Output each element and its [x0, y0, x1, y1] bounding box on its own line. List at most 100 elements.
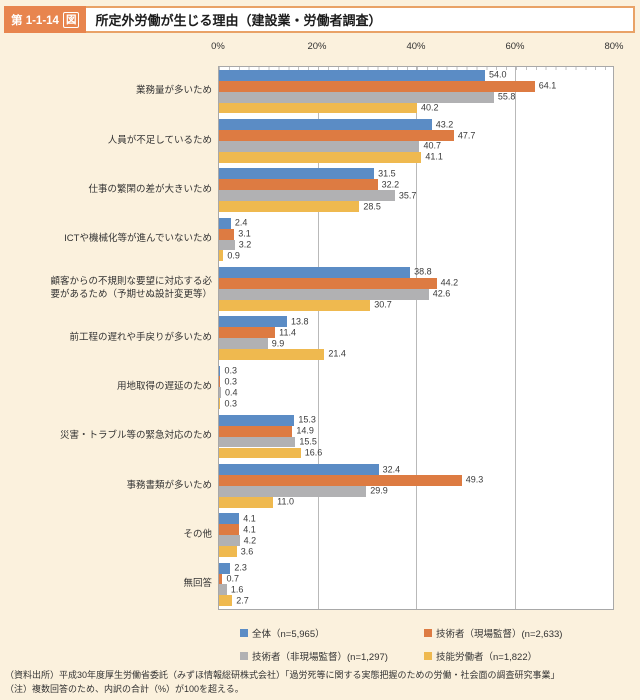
x-axis-tick-label: 40%: [406, 41, 426, 52]
bar: [219, 436, 296, 448]
category-label: 無回答: [183, 578, 212, 590]
legend-item: 技術者（非現場監督）(n=1,297): [240, 649, 388, 663]
source-note: （資料出所）平成30年度厚生労働省委託（みずほ情報総研株式会社）「過労死等に関す…: [5, 670, 560, 680]
bar: [219, 524, 240, 536]
bar: [219, 102, 417, 114]
bar-value-label: 11.0: [277, 496, 295, 507]
bar: [219, 584, 227, 596]
bar-value-label: 0.3: [224, 376, 237, 387]
category-label: 事務書類が多いため: [126, 479, 212, 491]
bar: [219, 217, 231, 229]
bar-value-label: 3.1: [238, 228, 251, 239]
figure-number-text: 第 1-1-14: [11, 14, 59, 27]
category-label: 前工程の遅れや手戻りが多いため: [69, 331, 212, 343]
x-axis-tick-label: 0%: [211, 41, 225, 52]
x-axis-tick-label: 80%: [604, 41, 624, 52]
figure-kanji-box: 図: [62, 11, 80, 28]
bar: [219, 464, 379, 475]
bar-value-label: 3.2: [238, 239, 252, 250]
bar: [219, 266, 411, 278]
category-label: 顧客からの不規則な要望に対応する必 要があるため（予期せぬ設計変更等）: [50, 276, 212, 300]
plot-area: 54.0 64.1 55.8 40.2 43.2 47.7 40.7 41.1 31.5 32.2…: [218, 66, 614, 610]
bar-value-label: 1.6: [230, 584, 244, 595]
category-label: その他: [183, 528, 212, 540]
bar: [219, 228, 235, 240]
bar-value-label: 42.6: [432, 288, 451, 299]
bar-value-label: 4.1: [243, 524, 256, 535]
bar-value-label: 21.4: [328, 348, 346, 359]
legend-swatch: [424, 629, 432, 637]
bar-value-label: 4.1: [243, 513, 256, 524]
bar-value-label: 49.3: [465, 474, 484, 485]
bar: [219, 387, 221, 399]
bar-value-label: 41.1: [425, 151, 443, 162]
bar: [219, 376, 221, 388]
bar: [219, 474, 462, 486]
bar-value-label: 9.9: [271, 338, 285, 348]
bar-value-label: 13.8: [290, 316, 309, 327]
bar: [219, 414, 295, 426]
legend-item: 全体（n=5,965）: [240, 626, 325, 640]
legend-label: 技術者（現場監督）(n=2,633): [436, 629, 563, 640]
category-label: 人員が不足しているため: [107, 134, 212, 146]
bar: [219, 425, 293, 437]
bar: [219, 299, 371, 311]
bar-value-label: 4.2: [243, 535, 257, 546]
category-labels: 業務量が多いため 人員が不足しているため 仕事の繁閑の差が大きいため ICTや機械化等…: [0, 67, 212, 609]
bar: [219, 179, 378, 191]
bar: [219, 239, 235, 251]
bar: [219, 277, 437, 289]
bar-value-label: 2.3: [234, 562, 247, 573]
legend-label: 技能労働者（n=1,822）: [436, 652, 538, 663]
legend-swatch: [240, 629, 248, 637]
figure-title: 所定外労働が生じる理由（建設業・労働者調査）: [95, 13, 382, 28]
legend-label: 技術者（非現場監督）(n=1,297): [252, 652, 388, 663]
bar-value-label: 64.1: [538, 80, 557, 91]
bar-value-label: 0.9: [227, 250, 240, 261]
bar: [219, 485, 367, 497]
bar-value-label: 15.3: [298, 414, 316, 425]
bar-value-label: 40.2: [420, 102, 439, 113]
x-axis-tick-label: 20%: [307, 41, 327, 52]
bar-value-label: 44.2: [440, 277, 459, 288]
gridline: [317, 67, 319, 609]
legend: 全体（n=5,965） 技術者（現場監督）(n=2,633) 技術者（非現場監督）(…: [0, 620, 640, 668]
bar: [219, 398, 221, 410]
bar: [219, 140, 420, 152]
legend-item: 技能労働者（n=1,822）: [424, 649, 537, 663]
bar-value-label: 47.7: [457, 130, 476, 141]
category-label: 業務量が多いため: [135, 85, 212, 97]
method-note: （注）複数回答のため、内訳の合計（%）が100を超える。: [5, 684, 244, 694]
bar-value-label: 0.7: [226, 573, 239, 584]
figure-number-badge: 第 1-1-14 図: [4, 6, 87, 33]
bar-value-label: 31.5: [378, 168, 396, 179]
bar-value-label: 2.4: [234, 217, 248, 228]
bar: [219, 546, 237, 557]
figure-header: 第 1-1-14 図 所定外労働が生じる理由（建設業・労働者調査）: [4, 6, 635, 33]
bar: [219, 316, 287, 328]
bar: [219, 338, 268, 349]
bar: [219, 151, 422, 163]
bar-value-label: 32.2: [381, 179, 400, 190]
bar-value-label: 0.3: [224, 365, 237, 376]
bar: [219, 496, 274, 508]
bar-value-label: 55.8: [497, 91, 516, 102]
bar: [219, 168, 375, 180]
bar: [219, 91, 494, 103]
bar-value-label: 40.7: [423, 140, 441, 151]
bar: [219, 130, 454, 141]
bar: [219, 288, 429, 300]
bar: [219, 190, 395, 202]
category-label: ICTや機械化等が進んでいないため: [64, 233, 212, 245]
legend-swatch: [240, 652, 248, 660]
bar-value-label: 30.7: [374, 299, 392, 310]
legend-swatch: [424, 652, 432, 660]
figure-title-box: 所定外労働が生じる理由（建設業・労働者調査）: [86, 6, 635, 33]
bar-value-label: 0.4: [224, 387, 238, 398]
bar-value-label: 3.6: [240, 546, 254, 556]
bar: [219, 365, 221, 377]
bar: [219, 513, 240, 525]
bar-value-label: 28.5: [363, 201, 381, 212]
gridline: [514, 67, 516, 609]
bar-value-label: 29.9: [370, 485, 388, 496]
